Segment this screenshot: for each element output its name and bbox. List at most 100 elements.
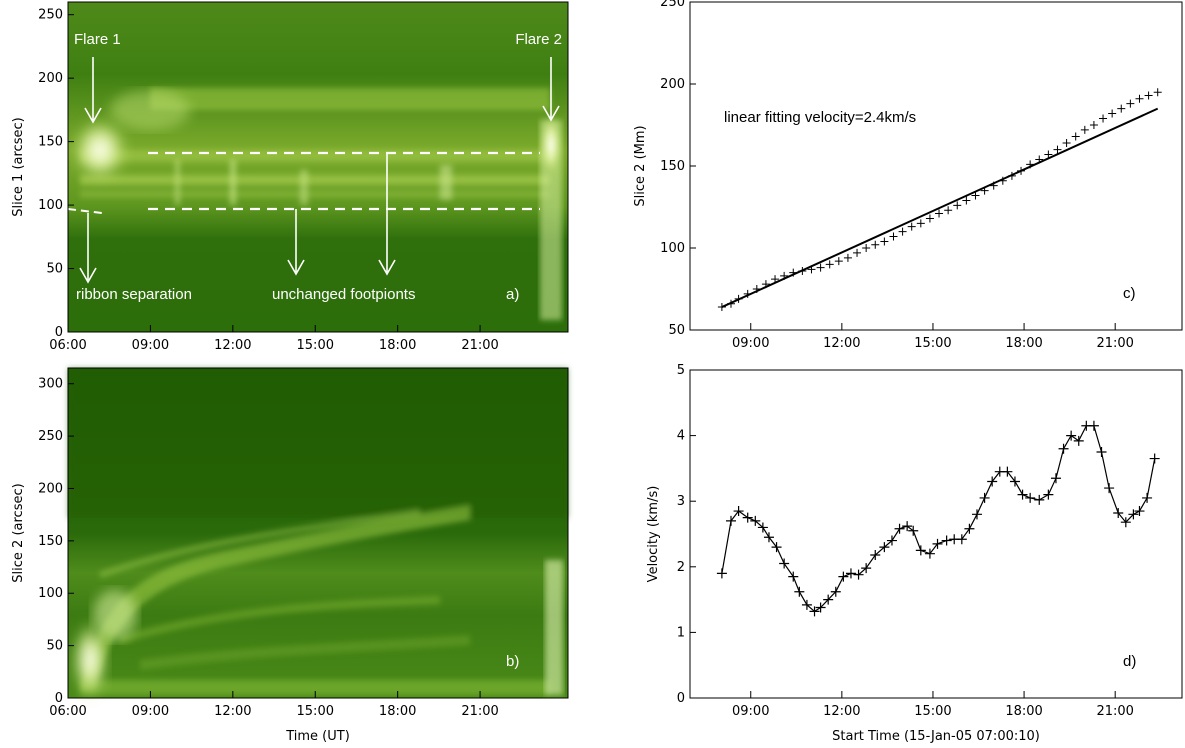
data-point [743,289,752,298]
data-point [1044,150,1053,159]
data-point [794,586,805,597]
panel-a-ytick-label: 50 [46,262,63,277]
data-point [962,196,971,205]
data-point [886,535,897,546]
panel-d-data [716,420,1160,617]
data-point [998,176,1007,185]
data-point [1058,443,1069,454]
data-point [1113,508,1124,519]
data-point [1117,104,1126,113]
data-point [862,244,871,252]
panel-b-label: b) [506,653,519,670]
data-point [924,548,935,559]
data-point [1096,447,1107,457]
panel-a-frame [67,1,569,333]
data-point [889,232,898,241]
data-point [898,227,907,236]
data-point [956,534,967,545]
data-point [1149,453,1160,464]
data-point [727,299,735,308]
velocity-line [721,425,1156,613]
data-point [757,522,768,533]
panel-a-ytick-label: 100 [38,198,63,213]
panel-d-ytick-label: 3 [677,494,685,509]
panel-d-xtick-label: 21:00 [1096,704,1133,719]
data-point [734,294,743,303]
panel-b-ytick-label: 250 [38,429,63,444]
data-point [932,538,943,549]
data-point [789,268,798,277]
data-point [816,263,825,272]
data-point [1050,473,1061,484]
data-point [716,568,727,579]
panel-c-ytick-label: 150 [660,159,685,174]
data-point [880,237,889,246]
data-point [834,257,843,266]
panel-b-ytick-label: 0 [55,691,63,706]
panel-c-xtick-label: 21:00 [1096,336,1133,351]
data-point [902,521,913,532]
data-point [1144,91,1153,100]
panel-b-xtick-label: 12:00 [214,704,251,719]
data-point [780,271,789,280]
data-point [1053,145,1062,154]
data-point [761,280,770,289]
panel-a-xtick-label: 21:00 [461,338,498,353]
data-point [1126,99,1135,108]
panel-b-xlabel: Time (UT) [285,729,350,744]
data-point [941,535,952,546]
data-point [1120,517,1131,528]
data-point [823,594,834,605]
panel-a-xtick-label: 18:00 [379,338,416,353]
panel-a-image [68,2,568,332]
data-point [979,492,990,503]
panel-b-ytick-label: 200 [38,481,63,496]
panel-d-ytick-label: 1 [677,625,685,640]
panel-c-xtick-label: 15:00 [914,336,951,351]
data-point [1066,430,1077,441]
flare1-label: Flare 1 [74,31,121,48]
data-point [1128,509,1139,520]
panel-c-axes: 50 100 150 200 250 09:00 12:00 15:00 18:00 21:00 [660,0,1134,351]
panel-b: b) 0 50 100 150 200 250 300 06:00 09:00 12:00 15:0… [11,367,569,744]
panel-d-xtick-label: 12:00 [823,704,860,719]
data-point [1017,489,1028,500]
data-point [953,201,962,210]
data-point [807,265,816,274]
panel-b-xtick-label: 15:00 [297,704,334,719]
panel-b-ytick-label: 150 [38,534,63,549]
data-point [809,606,820,617]
data-point [1135,94,1144,103]
data-point [1108,109,1117,118]
data-point [870,549,881,560]
data-point [1134,506,1145,517]
data-point [879,542,890,553]
data-point [845,568,856,579]
panel-b-frame [67,367,569,699]
data-point [798,266,807,275]
data-point [861,563,872,574]
data-point [1025,492,1036,503]
data-point [1062,139,1071,148]
data-point [779,558,790,569]
data-point [980,186,989,195]
panel-a-ytick-label: 150 [38,135,63,150]
data-point [815,602,826,613]
panel-c-ytick-label: 200 [660,77,685,92]
panel-d-xtick-label: 18:00 [1005,704,1042,719]
panel-a-xtick-label: 09:00 [132,338,169,353]
data-point [717,303,726,312]
panel-a-ytick-label: 200 [38,71,63,86]
data-point [915,545,926,556]
panel-b-ytick-label: 50 [46,639,63,654]
data-point [838,571,849,582]
panel-a-ytick-label: 250 [38,8,63,23]
data-point [843,253,852,262]
panel-b-ytick-label: 100 [38,586,63,601]
panel-b-ytick-label: 300 [38,377,63,392]
panel-d-ytick-label: 4 [677,429,685,444]
arrows [79,57,560,284]
panel-b-xtick-label: 09:00 [132,704,169,719]
data-point [771,542,782,553]
